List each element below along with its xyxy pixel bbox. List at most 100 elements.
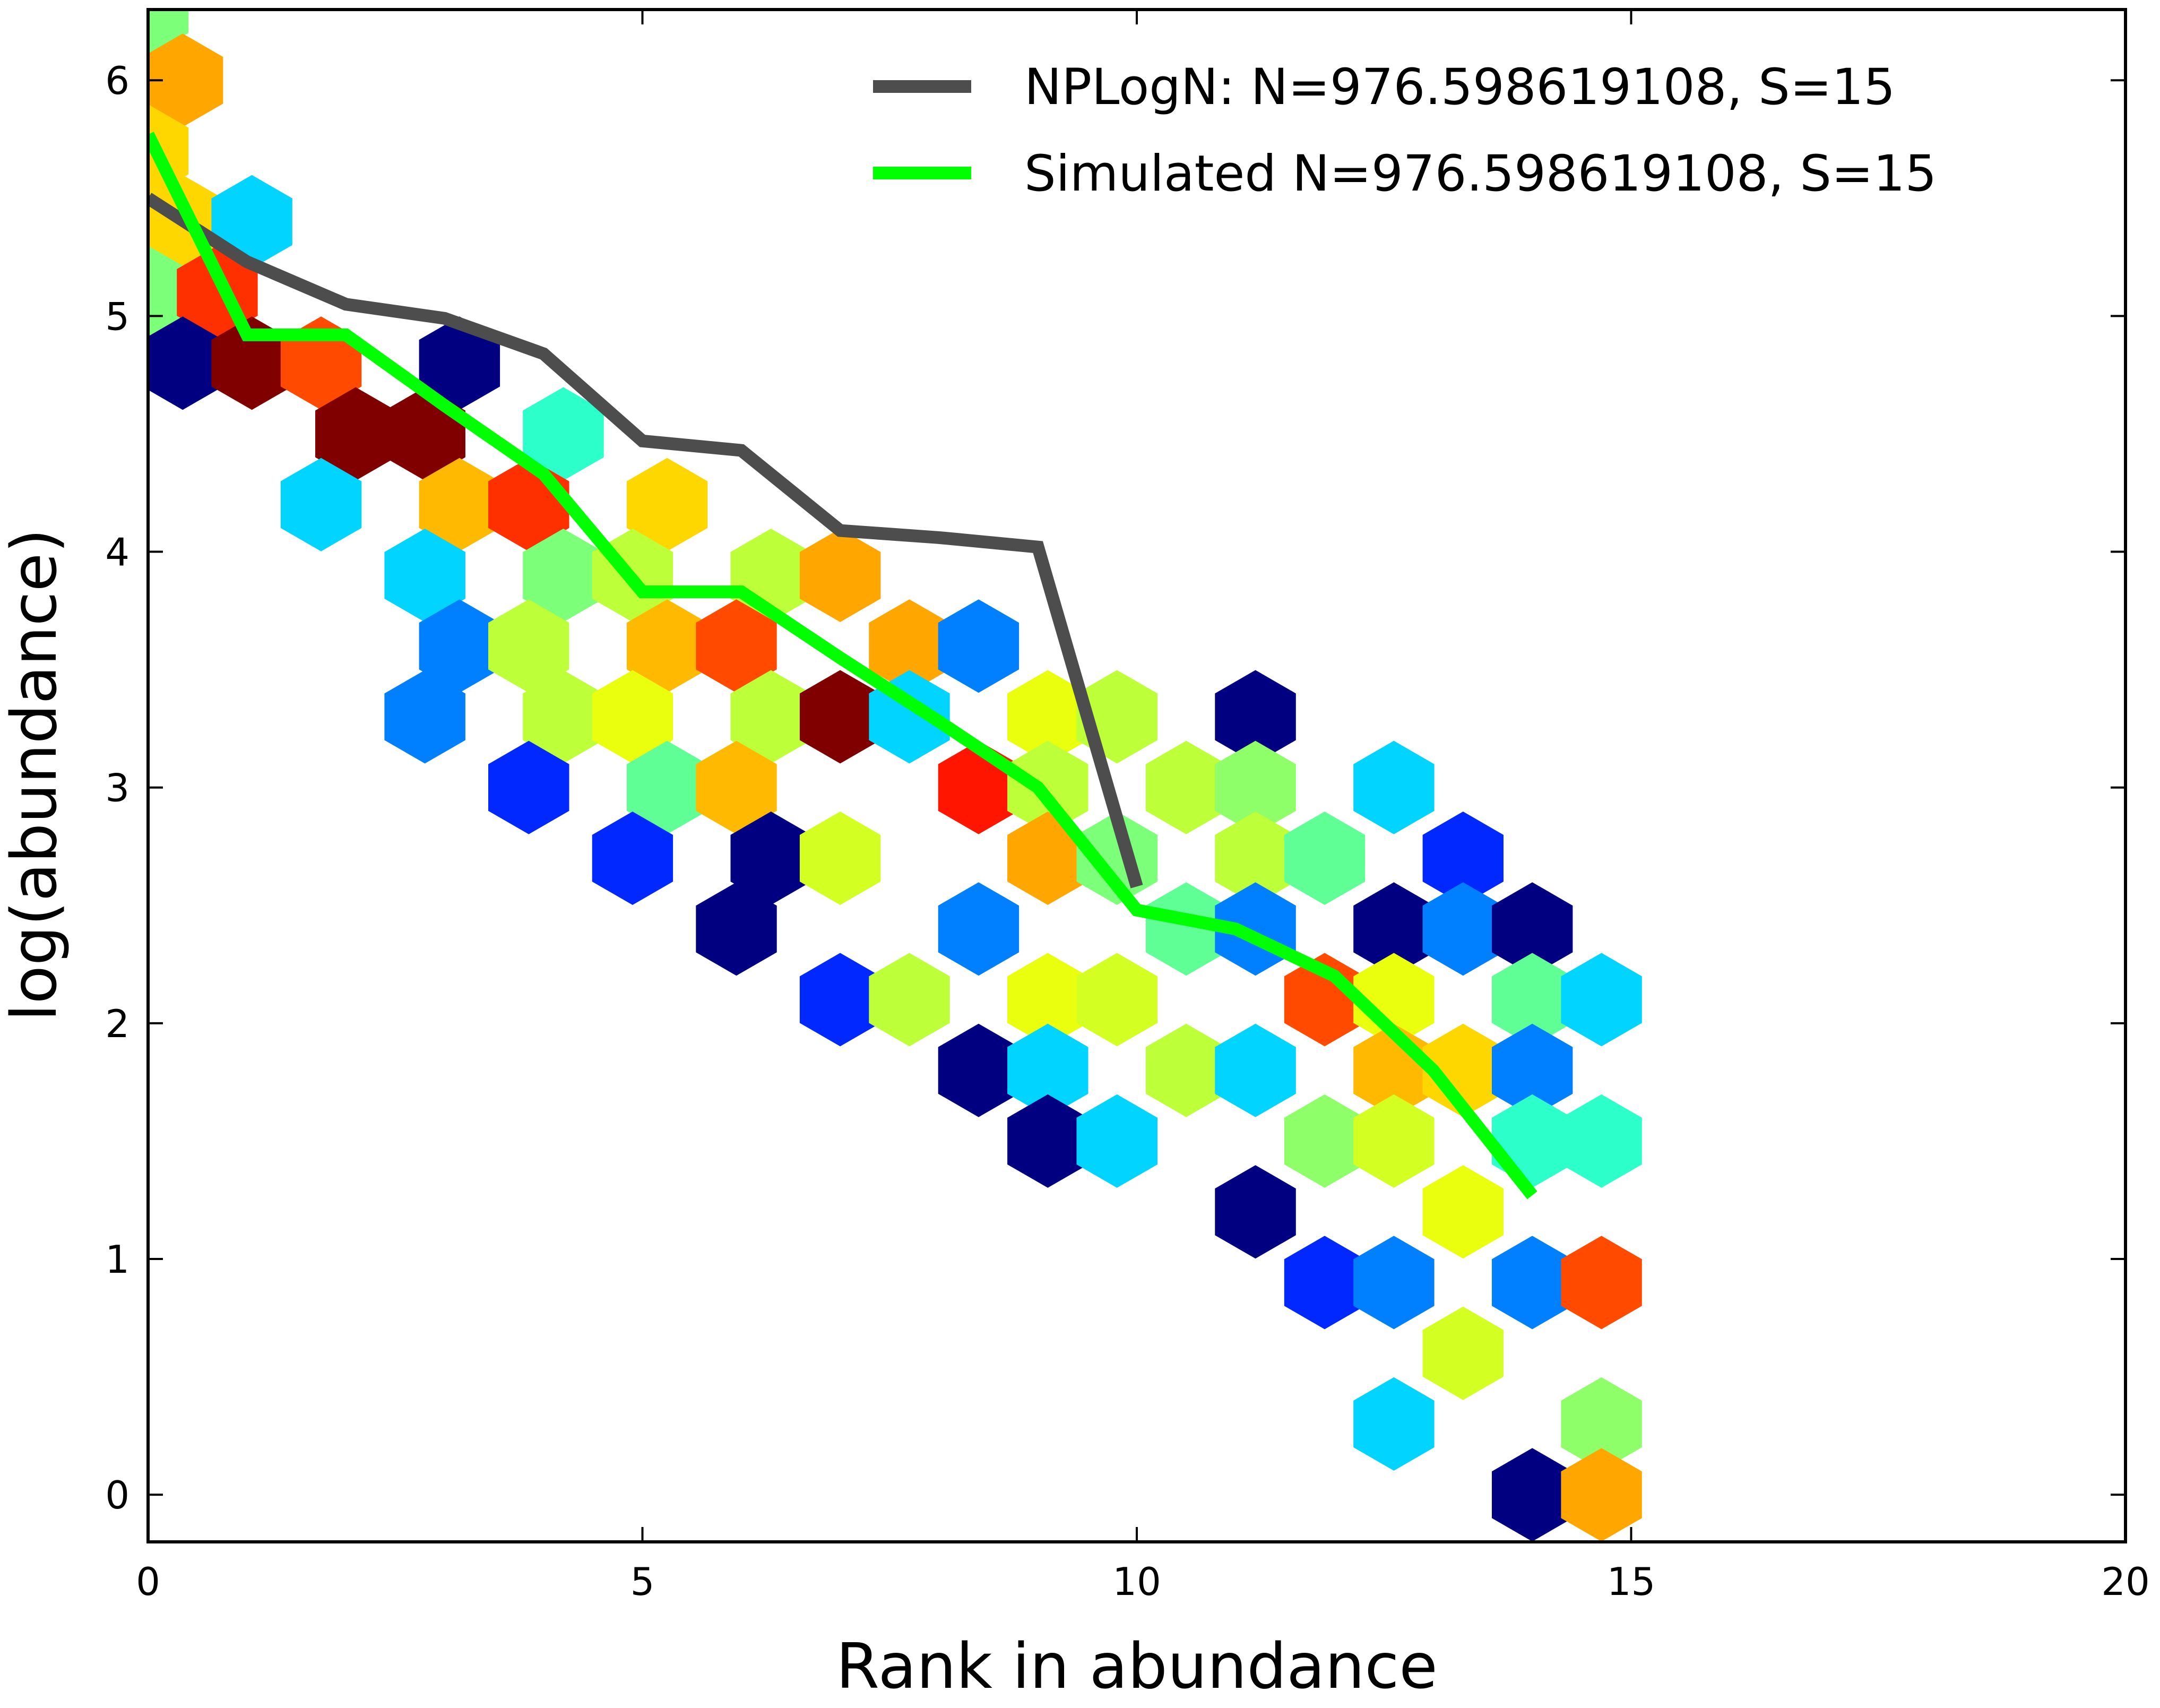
hexbin-cell <box>1561 1448 1642 1542</box>
hexbin-cell <box>696 599 777 693</box>
hexbin-cell <box>1561 1094 1642 1188</box>
hexbin-cell <box>384 529 465 622</box>
hexbin-cell <box>1492 1236 1573 1330</box>
hexbin-cell <box>696 740 777 834</box>
hexbin-cell <box>1284 812 1366 905</box>
hexbin-cell <box>1353 740 1435 834</box>
hexbin-cell <box>148 104 189 198</box>
y-tick-label: 3 <box>105 766 129 810</box>
hexbin-cell <box>1492 953 1573 1047</box>
hexbin-cell <box>1145 1023 1227 1117</box>
hexbin-cell <box>523 670 604 764</box>
hexbin-cell <box>1284 1236 1366 1330</box>
hexbin-cell <box>1561 1377 1642 1471</box>
hexbin-cell <box>869 953 950 1047</box>
hexbin-cell <box>1353 953 1435 1047</box>
hexbin-cell <box>1492 1094 1573 1188</box>
y-tick-label: 1 <box>105 1237 129 1282</box>
hexbin-cell <box>1076 1094 1157 1188</box>
hexbin-cell <box>1492 1023 1573 1117</box>
hexbin-cell <box>148 316 223 410</box>
series-lines <box>148 132 1537 1200</box>
hexbin-cell <box>799 529 881 622</box>
hexbin-cell <box>626 740 708 834</box>
x-tick-label: 20 <box>2101 1559 2150 1604</box>
hexbin-cell <box>1215 670 1296 764</box>
hexbin-cell <box>419 316 500 410</box>
hexbin-cell <box>1145 882 1227 976</box>
hexbin-cell <box>1284 953 1366 1047</box>
x-axis-title: Rank in abundance <box>836 1629 1438 1703</box>
hexbin-cell <box>1007 1094 1088 1188</box>
legend-label-nplogn: NPLogN: N=976.598619108, S=15 <box>1024 58 1895 116</box>
hexbin-cell <box>938 1023 1019 1117</box>
hexbin-cell <box>1215 812 1296 905</box>
legend-label-simulated: Simulated N=976.598619108, S=15 <box>1024 145 1937 203</box>
hexbin-cell <box>148 10 189 56</box>
hexbin-cell <box>523 529 604 622</box>
hexbin-cell <box>1007 670 1088 764</box>
hexbin-cell <box>1422 1165 1504 1259</box>
x-tick-label: 5 <box>630 1559 655 1604</box>
hexbin-cell <box>799 953 881 1047</box>
hexbin-cell <box>938 882 1019 976</box>
hexbin-cell <box>523 387 604 481</box>
y-tick-label: 2 <box>105 1002 129 1046</box>
plot-area <box>148 10 1642 1542</box>
hexbin-cell <box>696 882 777 976</box>
hexbin-cell <box>1353 1094 1435 1188</box>
hexbin-cell <box>1422 1023 1504 1117</box>
hexbin-cell <box>1353 882 1435 976</box>
hexbin-cell <box>1353 1236 1435 1330</box>
hexbin-cell <box>869 599 950 693</box>
hexbin-cell <box>419 599 500 693</box>
hexbin-cell <box>384 670 465 764</box>
plot-frame <box>146 8 2127 1543</box>
x-tick-label: 10 <box>1112 1559 1161 1604</box>
hexbin-cell <box>1422 1306 1504 1400</box>
hexbin-cell <box>488 599 569 693</box>
hexbin-layer <box>148 10 1642 1542</box>
hexbin-cell <box>1215 1165 1296 1259</box>
series-line-simulated <box>148 132 1537 1200</box>
hexbin-cell <box>1215 1023 1296 1117</box>
hexbin-cell <box>1007 1023 1088 1117</box>
hexbin-cell <box>1076 953 1157 1047</box>
x-tick-label: 0 <box>136 1559 160 1604</box>
hexbin-cell <box>938 599 1019 693</box>
hexbin-cell <box>1353 1377 1435 1471</box>
hexbin-cell <box>1422 812 1504 905</box>
hexbin-cell <box>1492 1448 1573 1542</box>
hexbin-cell <box>280 458 362 551</box>
y-tick-label: 6 <box>105 58 129 103</box>
y-tick-label: 0 <box>105 1473 129 1517</box>
hexbin-cell <box>592 670 673 764</box>
hexbin-cell <box>488 740 569 834</box>
hexbin-cell <box>1561 953 1642 1047</box>
hexbin-cell <box>1284 1094 1366 1188</box>
legend: NPLogN: N=976.598619108, S=15 Simulated … <box>873 58 1937 203</box>
hexbin-cell <box>1145 740 1227 834</box>
series-line-nplogn <box>148 193 1143 888</box>
hexbin-cell <box>799 812 881 905</box>
hexbin-cell <box>148 33 223 127</box>
y-tick-label: 4 <box>105 530 129 575</box>
hexbin-cell <box>1007 740 1088 834</box>
hexbin-cell <box>1492 882 1573 976</box>
y-tick-label: 5 <box>105 294 129 339</box>
hexbin-cell <box>626 458 708 551</box>
hexbin-cell <box>730 812 811 905</box>
axis-ticks: 0 5 10 15 20 0 1 2 3 4 5 6 <box>105 10 2150 1604</box>
hexbin-cell <box>730 670 811 764</box>
hexbin-cell <box>1007 953 1088 1047</box>
hexbin-cell <box>315 387 396 481</box>
hexbin-cell <box>1422 882 1504 976</box>
hexbin-cell <box>626 599 708 693</box>
hexbin-cell <box>799 670 881 764</box>
x-tick-label: 15 <box>1607 1559 1656 1604</box>
hexbin-cell <box>419 458 500 551</box>
hexbin-cell <box>592 812 673 905</box>
y-axis-title: log(abundance) <box>0 529 71 1021</box>
hexbin-cell <box>1215 740 1296 834</box>
